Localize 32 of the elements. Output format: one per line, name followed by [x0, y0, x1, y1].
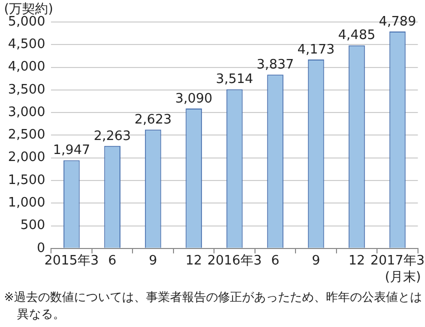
x-tick-label: 2015年3: [44, 254, 99, 269]
data-label: 3,514: [216, 72, 254, 88]
y-tick-label: 500: [20, 218, 46, 234]
data-label: 2,263: [94, 128, 131, 144]
data-label: 3,837: [256, 58, 294, 73]
x-axis-title: (月末): [384, 270, 421, 285]
y-tick-label: 3,500: [8, 82, 46, 98]
data-label: 3,090: [175, 91, 212, 106]
text: ※過去の数値については、事業者報告の修正があったため、昨年の公表値とは異なる。: [4, 289, 424, 323]
x-tick-label: 6: [108, 254, 116, 269]
data-label: 4,789: [378, 14, 416, 30]
y-tick-label: 2,000: [8, 150, 46, 166]
y-tick-label: 2,500: [8, 128, 46, 143]
data-label: 4,485: [338, 28, 376, 44]
y-axis-title: (万契約): [4, 2, 54, 17]
x-tick-label: 2016年3: [207, 254, 262, 269]
y-tick-label: 4,000: [8, 60, 46, 75]
x-tick-label: 2017年3: [370, 254, 425, 269]
x-tick-label: 12: [186, 254, 202, 269]
y-tick-label: 4,500: [8, 37, 46, 52]
y-tick-label: 5,000: [8, 14, 46, 30]
y-tick-label: 3,000: [8, 104, 46, 120]
x-tick-label: 6: [271, 254, 280, 269]
y-tick-label: 1,500: [8, 172, 46, 188]
x-tick-label: 9: [312, 254, 320, 269]
data-label: 2,623: [134, 112, 172, 128]
x-tick-label: 9: [148, 254, 158, 269]
y-tick-label: 1,000: [8, 195, 46, 210]
y-tick-label: 0: [36, 240, 46, 256]
data-label: 1,947: [52, 143, 90, 158]
data-label: 4,173: [297, 42, 335, 58]
x-tick-label: 12: [348, 254, 366, 269]
